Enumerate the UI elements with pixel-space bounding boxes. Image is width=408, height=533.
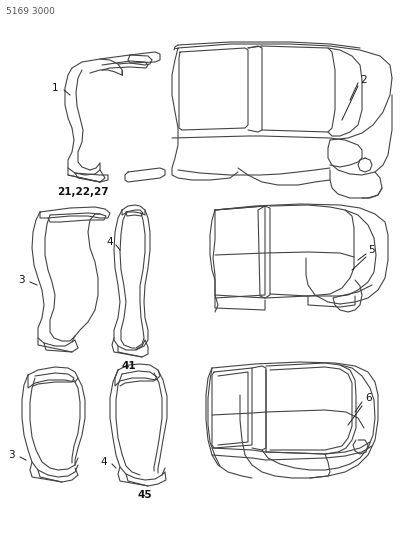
Text: 1: 1 [52, 83, 59, 93]
Text: 41: 41 [122, 361, 137, 371]
Text: 21,22,27: 21,22,27 [57, 187, 109, 197]
Text: 5169 3000: 5169 3000 [6, 7, 55, 17]
Text: 3: 3 [8, 450, 15, 460]
Text: 6: 6 [365, 393, 372, 403]
Text: 2: 2 [360, 75, 367, 85]
Text: 5: 5 [368, 245, 375, 255]
Text: 45: 45 [138, 490, 153, 500]
Text: 4: 4 [100, 457, 106, 467]
Text: 4: 4 [106, 237, 113, 247]
Text: 3: 3 [18, 275, 24, 285]
